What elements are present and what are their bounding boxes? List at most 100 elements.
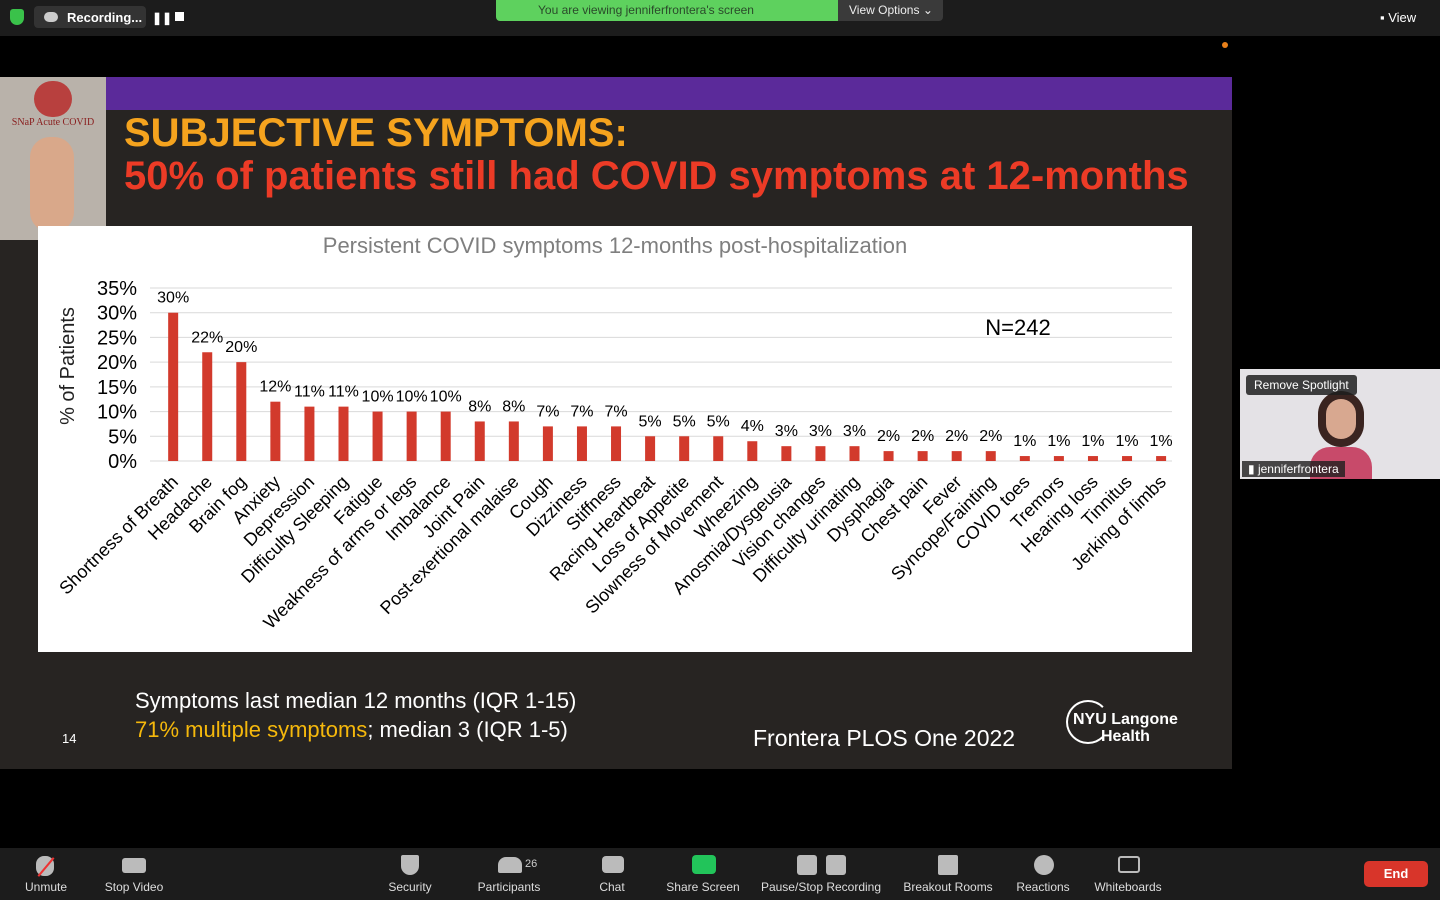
breakout-button[interactable]: Breakout Rooms — [903, 880, 993, 894]
nyu-logo-arc — [1066, 700, 1110, 744]
share-icon — [692, 855, 716, 874]
bar — [406, 411, 417, 461]
end-button[interactable]: End — [1364, 861, 1428, 887]
value-label: 3% — [809, 423, 832, 440]
participants-button[interactable]: Participants — [477, 880, 541, 894]
value-label: 2% — [877, 428, 900, 445]
remove-spotlight[interactable]: Remove Spotlight — [1246, 375, 1357, 395]
value-label: 5% — [673, 413, 696, 430]
value-label: 1% — [1047, 433, 1070, 450]
value-label: 1% — [1013, 433, 1036, 450]
viewing-banner: You are viewing jenniferfrontera's scree… — [496, 0, 838, 21]
share-screen-button[interactable]: Share Screen — [666, 880, 740, 894]
value-label: 1% — [1081, 433, 1104, 450]
bar — [372, 411, 383, 461]
security-button[interactable]: Security — [388, 880, 432, 894]
bar — [440, 411, 451, 461]
status-dot — [1222, 42, 1228, 48]
bar — [679, 436, 690, 461]
bar — [202, 352, 213, 461]
nyu-logo-line2: Health — [1101, 728, 1150, 745]
video-tile[interactable]: Remove Spotlight ▮ jenniferfrontera — [1240, 369, 1440, 479]
pause-icon — [797, 855, 817, 875]
shield-icon — [10, 9, 24, 25]
bar — [168, 312, 179, 461]
citation: Frontera PLOS One 2022 — [753, 725, 1016, 751]
recording-label: Recording... — [67, 10, 143, 25]
bar — [849, 446, 860, 461]
cloud-icon — [44, 12, 58, 22]
value-label: 8% — [468, 398, 491, 415]
value-label: 22% — [191, 329, 223, 346]
y-axis-title: % of Patients — [57, 307, 79, 425]
bar — [917, 451, 928, 461]
annotation: N=242 — [985, 315, 1050, 340]
pause-button[interactable]: ❚❚ — [152, 11, 173, 25]
bar — [781, 446, 792, 461]
value-label: 5% — [639, 413, 662, 430]
view-button[interactable]: ▪ View — [1380, 10, 1417, 25]
y-tick-label: 15% — [97, 377, 137, 399]
value-label: 7% — [570, 403, 593, 420]
person-face — [1326, 399, 1356, 439]
bar — [474, 421, 485, 461]
whiteboards-button[interactable]: Whiteboards — [1094, 880, 1162, 894]
y-tick-label: 0% — [108, 451, 137, 473]
purple-band — [0, 77, 1232, 110]
chat-icon — [602, 856, 624, 873]
footer-highlight: 71% multiple symptoms — [135, 717, 368, 742]
value-label: 11% — [328, 384, 359, 401]
value-label: 20% — [225, 339, 257, 356]
title-line1: SUBJECTIVE SYMPTOMS: — [124, 111, 628, 155]
breakout-icon — [938, 855, 958, 875]
value-label: 7% — [604, 403, 627, 420]
footer-rest: ; median 3 (IQR 1-5) — [367, 717, 568, 742]
whiteboard-icon — [1118, 856, 1140, 873]
bar — [815, 446, 826, 461]
view-label: View — [1388, 10, 1417, 25]
bar — [1156, 456, 1167, 461]
chart: Persistent COVID symptoms 12-months post… — [38, 226, 1192, 652]
bar — [611, 426, 622, 461]
value-label: 12% — [259, 379, 291, 396]
reactions-icon — [1034, 855, 1054, 875]
stop-video-button[interactable]: Stop Video — [104, 880, 164, 894]
value-label: 1% — [1150, 433, 1173, 450]
view-options-label: View Options — [849, 3, 920, 17]
bar — [270, 401, 281, 461]
top-bar: Recording... ❚❚ You are viewing jennifer… — [0, 0, 1440, 36]
logo-image: SNaP Acute COVID — [0, 77, 106, 240]
stop-button[interactable] — [175, 12, 184, 21]
slide: SNaP Acute COVID SUBJECTIVE SYMPTOMS: 50… — [0, 77, 1232, 769]
bar — [951, 451, 962, 461]
bar — [508, 421, 519, 461]
reactions-button[interactable]: Reactions — [1016, 880, 1070, 894]
participant-count: 26 — [525, 858, 538, 870]
value-label: 7% — [536, 403, 559, 420]
value-label: 10% — [430, 389, 462, 406]
bar — [236, 362, 247, 461]
value-label: 10% — [362, 389, 394, 406]
bar — [883, 451, 894, 461]
y-tick-label: 35% — [97, 278, 137, 300]
value-label: 11% — [294, 384, 325, 401]
value-label: 3% — [843, 423, 866, 440]
hand — [30, 137, 74, 232]
video-icon — [122, 858, 146, 873]
recording-button[interactable]: Pause/Stop Recording — [760, 880, 882, 894]
value-label: 8% — [502, 398, 525, 415]
footer-line2: 71% multiple symptoms; median 3 (IQR 1-5… — [135, 717, 568, 743]
bar — [542, 426, 553, 461]
chat-button[interactable]: Chat — [599, 880, 625, 894]
logo-text: SNaP Acute COVID — [11, 117, 95, 128]
view-options[interactable]: View Options ⌄ — [838, 0, 943, 21]
bar — [576, 426, 587, 461]
value-label: 10% — [396, 389, 428, 406]
name-label: jenniferfrontera — [1257, 462, 1339, 476]
footer-line1: Symptoms last median 12 months (IQR 1-15… — [135, 688, 577, 713]
participant-name: ▮ jenniferfrontera — [1242, 461, 1345, 477]
unmute-button[interactable]: Unmute — [24, 880, 68, 894]
bar — [338, 406, 349, 461]
bar — [645, 436, 656, 461]
